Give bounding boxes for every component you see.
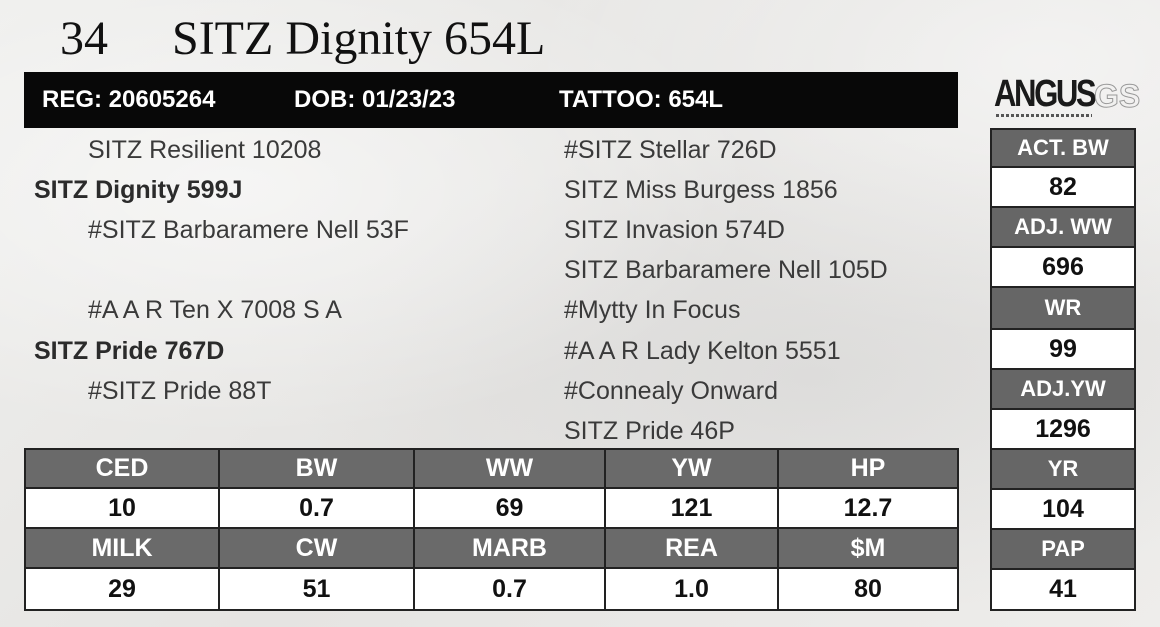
stat-value-wr: 99 bbox=[992, 330, 1134, 368]
ancestor-4: SITZ Barbaramere Nell 105D bbox=[564, 256, 888, 284]
stat-label-yr: YR bbox=[992, 450, 1134, 488]
ancestor-7: #Connealy Onward bbox=[564, 377, 779, 405]
ancestor-2: SITZ Miss Burgess 1856 bbox=[564, 176, 838, 204]
ancestor-1: #SITZ Stellar 726D bbox=[564, 136, 777, 164]
epd-value-bw: 0.7 bbox=[220, 489, 413, 527]
animal-name: SITZ Dignity 654L bbox=[172, 12, 546, 65]
epd-header-rea: REA bbox=[606, 529, 777, 567]
epd-value-hp: 12.7 bbox=[779, 489, 957, 527]
sire-dam: #SITZ Barbaramere Nell 53F bbox=[88, 216, 409, 244]
stat-label-act-bw: ACT. BW bbox=[992, 130, 1134, 166]
logo-brand-text: ANGUS bbox=[994, 73, 1097, 115]
performance-stats-column: ACT. BW 82 ADJ. WW 696 WR 99 ADJ.YW 1296… bbox=[990, 128, 1136, 611]
epd-table: CED BW WW YW HP 10 0.7 69 121 12.7 MILK … bbox=[24, 448, 959, 611]
lot-title: 34 SITZ Dignity 654L bbox=[60, 6, 545, 72]
epd-value-cw: 51 bbox=[220, 569, 413, 609]
stat-value-yr: 104 bbox=[992, 490, 1134, 528]
sire: SITZ Dignity 599J bbox=[34, 176, 243, 204]
epd-value-rea: 1.0 bbox=[606, 569, 777, 609]
epd-header-ced: CED bbox=[26, 450, 218, 487]
tattoo: TATTOO: 654L bbox=[559, 86, 724, 113]
epd-value-ww: 69 bbox=[415, 489, 604, 527]
stat-label-pap: PAP bbox=[992, 530, 1134, 568]
date-of-birth: DOB: 01/23/23 bbox=[294, 86, 456, 113]
epd-value-marb: 0.7 bbox=[415, 569, 604, 609]
epd-header-marb: MARB bbox=[415, 529, 604, 567]
epd-header-dollar-m: $M bbox=[779, 529, 957, 567]
epd-header-yw: YW bbox=[606, 450, 777, 487]
epd-value-ced: 10 bbox=[26, 489, 218, 527]
registration-number: REG: 20605264 bbox=[42, 86, 216, 113]
dam: SITZ Pride 767D bbox=[34, 337, 225, 365]
ancestor-3: SITZ Invasion 574D bbox=[564, 216, 785, 244]
dam-dam: #SITZ Pride 88T bbox=[88, 377, 272, 405]
sire-sire: SITZ Resilient 10208 bbox=[88, 136, 322, 164]
ancestor-5: #Mytty In Focus bbox=[564, 296, 741, 324]
epd-value-yw: 121 bbox=[606, 489, 777, 527]
stat-label-wr: WR bbox=[992, 288, 1134, 328]
stat-label-adj-ww: ADJ. WW bbox=[992, 208, 1134, 246]
ancestor-8: SITZ Pride 46P bbox=[564, 417, 735, 445]
dam-sire: #A A R Ten X 7008 S A bbox=[88, 296, 342, 324]
registration-bar: REG: 20605264 DOB: 01/23/23 TATTOO: 654L bbox=[24, 72, 958, 128]
epd-header-hp: HP bbox=[779, 450, 957, 487]
stat-value-pap: 41 bbox=[992, 570, 1134, 609]
epd-header-bw: BW bbox=[220, 450, 413, 487]
epd-header-ww: WW bbox=[415, 450, 604, 487]
stat-value-adj-ww: 696 bbox=[992, 248, 1134, 286]
epd-header-cw: CW bbox=[220, 529, 413, 567]
stat-label-adj-yw: ADJ.YW bbox=[992, 370, 1134, 408]
lot-number: 34 bbox=[60, 12, 108, 65]
ancestor-6: #A A R Lady Kelton 5551 bbox=[564, 337, 841, 365]
epd-value-dollar-m: 80 bbox=[779, 569, 957, 609]
stat-value-adj-yw: 1296 bbox=[992, 410, 1134, 448]
stat-value-act-bw: 82 bbox=[992, 168, 1134, 206]
logo-suffix-text: GS bbox=[1093, 78, 1141, 114]
angus-gs-logo: ANGUS GS bbox=[994, 72, 1141, 124]
epd-header-milk: MILK bbox=[26, 529, 218, 567]
logo-underline bbox=[996, 114, 1092, 117]
epd-value-milk: 29 bbox=[26, 569, 218, 609]
